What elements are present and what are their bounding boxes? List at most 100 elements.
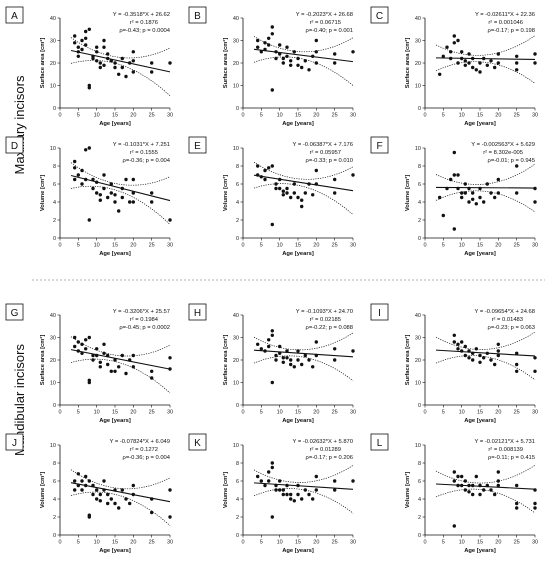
data-point [493, 195, 497, 200]
data-point [267, 43, 271, 47]
data-point [124, 74, 128, 79]
data-point [278, 488, 282, 492]
data-point [296, 349, 300, 353]
data-point [467, 490, 471, 494]
data-point [445, 45, 449, 49]
y-tick-label: 10 [415, 84, 421, 90]
data-point [91, 358, 95, 362]
data-point [533, 506, 537, 510]
y-tick-label: 30 [233, 39, 239, 45]
regression-equation: Y = -0.09654*X + 24.68 [475, 309, 536, 315]
data-point [259, 479, 263, 483]
panel-K: K 0 2 4 6 8 10 0 5 10 15 20 25 30 Age [years] Volume [c… [188, 433, 356, 554]
y-tick-label: 10 [415, 381, 421, 387]
y-tick-label: 40 [50, 16, 56, 22]
y-tick-label: 2 [53, 218, 56, 224]
correlation: ρ=-0.40; p = 0.001 [306, 28, 353, 34]
data-point [460, 56, 464, 61]
y-tick-label: 10 [233, 381, 239, 387]
x-tick-label: 15 [112, 410, 118, 416]
regression-equation: Y = -0.1031*X + 7.251 [113, 142, 170, 148]
data-point [274, 182, 278, 186]
panel-I: I 0 10 20 30 40 0 5 10 15 20 25 30 Age [years] Surface… [370, 303, 538, 424]
data-point [478, 360, 482, 364]
data-point [452, 41, 456, 45]
ci-upper [70, 336, 171, 357]
data-point [120, 186, 125, 191]
ci-upper [435, 35, 536, 56]
data-point [351, 479, 355, 483]
data-point [84, 347, 88, 351]
data-point [292, 365, 296, 369]
section-label-maxillary: Maxillary incisors [12, 75, 27, 174]
y-tick-label: 30 [233, 336, 239, 342]
data-point [449, 56, 453, 61]
correlation: ρ=-0.17; p = 0.206 [306, 455, 353, 461]
data-point [84, 338, 88, 342]
data-point [150, 61, 154, 65]
data-point [87, 479, 92, 483]
regression-line [253, 349, 354, 358]
data-point [438, 195, 442, 200]
data-point [84, 177, 88, 182]
panel-letter-box [370, 136, 389, 154]
panel-letter-box [188, 6, 207, 24]
data-point [109, 369, 114, 373]
panel-D: D 0 2 4 6 8 10 0 5 10 15 20 25 30 Age [years] Volume [c… [5, 136, 173, 257]
data-point [106, 353, 110, 358]
data-point [452, 333, 456, 337]
x-axis-label: Age [years] [99, 418, 131, 424]
r-squared: r² = 0.1984 [130, 317, 159, 323]
data-point [117, 209, 121, 213]
data-point [270, 164, 274, 168]
y-tick-label: 0 [53, 236, 56, 242]
correlation: ρ=-0.33; p = 0.010 [306, 158, 353, 164]
data-point [263, 47, 267, 52]
data-point [285, 186, 289, 191]
regression-line [435, 349, 536, 357]
data-point [281, 360, 285, 364]
data-point [84, 43, 88, 47]
x-tick-label: 5 [77, 540, 80, 546]
data-point [80, 168, 84, 173]
x-tick-label: 20 [495, 113, 501, 119]
data-point [482, 56, 486, 61]
x-tick-label: 25 [514, 410, 520, 416]
data-point [307, 358, 311, 362]
data-point [120, 488, 125, 492]
data-point [259, 50, 263, 54]
y-tick-label: 0 [236, 106, 239, 112]
data-point [84, 148, 88, 152]
ci-upper [70, 469, 171, 490]
regression-line [70, 174, 171, 202]
data-point [460, 340, 464, 344]
x-axis-label: Age [years] [282, 418, 314, 424]
data-point [106, 362, 110, 367]
data-point [471, 197, 475, 201]
x-tick-label: 10 [94, 113, 100, 119]
y-tick-label: 40 [50, 313, 56, 319]
x-tick-label: 10 [459, 410, 465, 416]
data-point [131, 191, 135, 195]
data-point [515, 191, 519, 195]
data-point [106, 492, 110, 497]
data-point [281, 356, 285, 360]
data-point [87, 380, 92, 385]
x-tick-label: 30 [532, 410, 538, 416]
data-point [73, 177, 77, 182]
data-point [467, 186, 471, 191]
data-point [460, 191, 464, 195]
data-point [449, 177, 453, 182]
data-point [73, 166, 77, 170]
data-point [278, 177, 282, 182]
panel-F: F 0 2 4 6 8 10 0 5 10 15 20 25 30 Age [years] Volume [c… [370, 136, 538, 257]
data-point [150, 70, 154, 74]
data-point [515, 164, 519, 168]
data-point [281, 193, 285, 197]
panel-A: A 0 10 20 30 40 0 5 10 15 20 25 30 Age [years] Surface… [5, 6, 173, 127]
x-tick-label: 15 [112, 113, 118, 119]
data-point [482, 488, 486, 492]
data-point [496, 52, 500, 56]
x-tick-label: 0 [241, 410, 244, 416]
data-point [533, 61, 537, 65]
